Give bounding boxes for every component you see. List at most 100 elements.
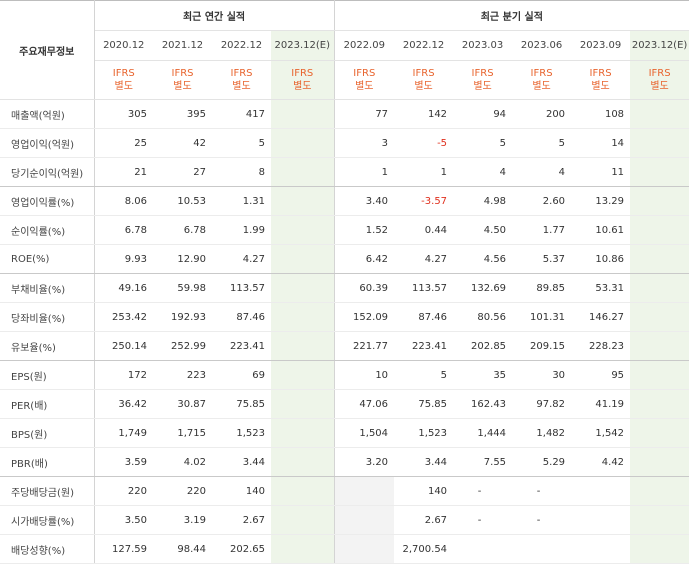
row-label: 영업이익(억원) xyxy=(0,128,95,158)
period-header: 2021.12 xyxy=(153,30,212,61)
table-cell: 2,700.54 xyxy=(394,534,454,564)
table-cell: 1 xyxy=(394,157,454,187)
table-cell: 3.44 xyxy=(212,447,271,477)
separate-basis-label: 별도 xyxy=(232,81,251,92)
table-cell: 1,523 xyxy=(394,418,454,448)
table-cell: 1.52 xyxy=(334,215,395,245)
table-cell: 4 xyxy=(453,157,513,187)
table-cell: 13.29 xyxy=(571,186,631,216)
separate-basis-label: 별도 xyxy=(114,81,133,92)
table-cell: 250.14 xyxy=(94,331,153,361)
table-cell: 4.02 xyxy=(153,447,212,477)
table-cell: 1.77 xyxy=(512,215,572,245)
table-cell: 59.98 xyxy=(153,273,212,303)
table-cell xyxy=(630,157,689,187)
table-cell: 87.46 xyxy=(212,302,271,332)
ifrs-standard-label: IFRS 별도 xyxy=(571,60,631,100)
table-cell: 127.59 xyxy=(94,534,153,564)
row-label: 주당배당금(원) xyxy=(0,476,95,506)
table-cell: 0.44 xyxy=(394,215,454,245)
ifrs-label: IFRS xyxy=(230,68,253,79)
table-cell xyxy=(271,389,335,419)
table-cell xyxy=(271,99,335,129)
table-cell: 98.44 xyxy=(153,534,212,564)
table-cell xyxy=(271,476,335,506)
table-cell: 12.90 xyxy=(153,244,212,274)
table-row: 순이익률(%) 6.78 6.78 1.99 1.52 0.44 4.50 1.77 10.61 xyxy=(0,215,689,245)
table-cell xyxy=(630,360,689,390)
table-cell: 192.93 xyxy=(153,302,212,332)
period-header: 2020.12 xyxy=(94,30,153,61)
table-cell: 3.44 xyxy=(394,447,454,477)
table-cell xyxy=(271,128,335,158)
table-cell: 202.85 xyxy=(453,331,513,361)
separate-basis-label: 별도 xyxy=(591,81,610,92)
table-cell: 14 xyxy=(571,128,631,158)
row-label: 유보율(%) xyxy=(0,331,95,361)
ifrs-standard-label: IFRS 별도 xyxy=(153,60,212,100)
table-cell: 113.57 xyxy=(212,273,271,303)
table-cell xyxy=(334,476,395,506)
table-row: 당좌비율(%) 253.42 192.93 87.46 152.09 87.46 80.56… xyxy=(0,302,689,332)
table-cell: - xyxy=(453,476,513,506)
table-cell xyxy=(630,331,689,361)
table-cell: 223.41 xyxy=(394,331,454,361)
table-cell xyxy=(571,534,631,564)
table-cell: 2.67 xyxy=(212,505,271,535)
table-cell: 417 xyxy=(212,99,271,129)
table-row: 영업이익(억원) 25 42 5 3 -5 5 5 14 xyxy=(0,128,689,158)
table-cell xyxy=(630,186,689,216)
table-cell xyxy=(334,534,395,564)
table-cell: 47.06 xyxy=(334,389,395,419)
table-cell: 21 xyxy=(94,157,153,187)
separate-basis-label: 별도 xyxy=(414,81,433,92)
table-cell: 95 xyxy=(571,360,631,390)
table-cell xyxy=(271,534,335,564)
table-row: EPS(원) 172 223 69 10 5 35 30 95 xyxy=(0,360,689,390)
table-cell xyxy=(271,244,335,274)
table-cell: 1,542 xyxy=(571,418,631,448)
table-cell: 7.55 xyxy=(453,447,513,477)
row-label: 당좌비율(%) xyxy=(0,302,95,332)
row-label: ROE(%) xyxy=(0,244,95,274)
table-cell: 2.67 xyxy=(394,505,454,535)
table-row: PBR(배) 3.59 4.02 3.44 3.20 3.44 7.55 5.29 4.42 xyxy=(0,447,689,477)
ifrs-standard-label: IFRS 별도 xyxy=(212,60,271,100)
table-cell: 2.60 xyxy=(512,186,572,216)
ifrs-label: IFRS xyxy=(353,68,376,79)
table-cell: 228.23 xyxy=(571,331,631,361)
table-cell: 30 xyxy=(512,360,572,390)
period-header: 2023.06 xyxy=(512,30,572,61)
ifrs-standard-label: IFRS 별도 xyxy=(334,60,395,100)
table-cell xyxy=(271,157,335,187)
table-cell xyxy=(271,447,335,477)
table-cell xyxy=(630,215,689,245)
ifrs-label: IFRS xyxy=(648,68,671,79)
row-label: 영업이익률(%) xyxy=(0,186,95,216)
table-cell: 8.06 xyxy=(94,186,153,216)
row-label: EPS(원) xyxy=(0,360,95,390)
row-label: PBR(배) xyxy=(0,447,95,477)
table-cell: 5 xyxy=(512,128,572,158)
table-cell: 305 xyxy=(94,99,153,129)
ifrs-label: IFRS xyxy=(530,68,553,79)
table-row: 시가배당률(%) 3.50 3.19 2.67 2.67- - xyxy=(0,505,689,535)
table-cell: 172 xyxy=(94,360,153,390)
table-cell: 75.85 xyxy=(394,389,454,419)
ifrs-standard-label: IFRS 별도 xyxy=(453,60,513,100)
table-cell xyxy=(271,331,335,361)
row-label: 시가배당률(%) xyxy=(0,505,95,535)
separate-basis-label: 별도 xyxy=(532,81,551,92)
table-cell: 4.42 xyxy=(571,447,631,477)
table-cell: 1,482 xyxy=(512,418,572,448)
separate-basis-label: 별도 xyxy=(173,81,192,92)
separate-basis-label: 별도 xyxy=(355,81,374,92)
table-cell: 75.85 xyxy=(212,389,271,419)
table-cell: 252.99 xyxy=(153,331,212,361)
table-cell: 220 xyxy=(94,476,153,506)
table-row: ROE(%) 9.93 12.90 4.27 6.42 4.27 4.56 5.37 10.86 xyxy=(0,244,689,274)
table-cell: 5 xyxy=(453,128,513,158)
table-cell: 42 xyxy=(153,128,212,158)
table-row: 당기순이익(억원) 21 27 8 1 1 4 4 11 xyxy=(0,157,689,187)
